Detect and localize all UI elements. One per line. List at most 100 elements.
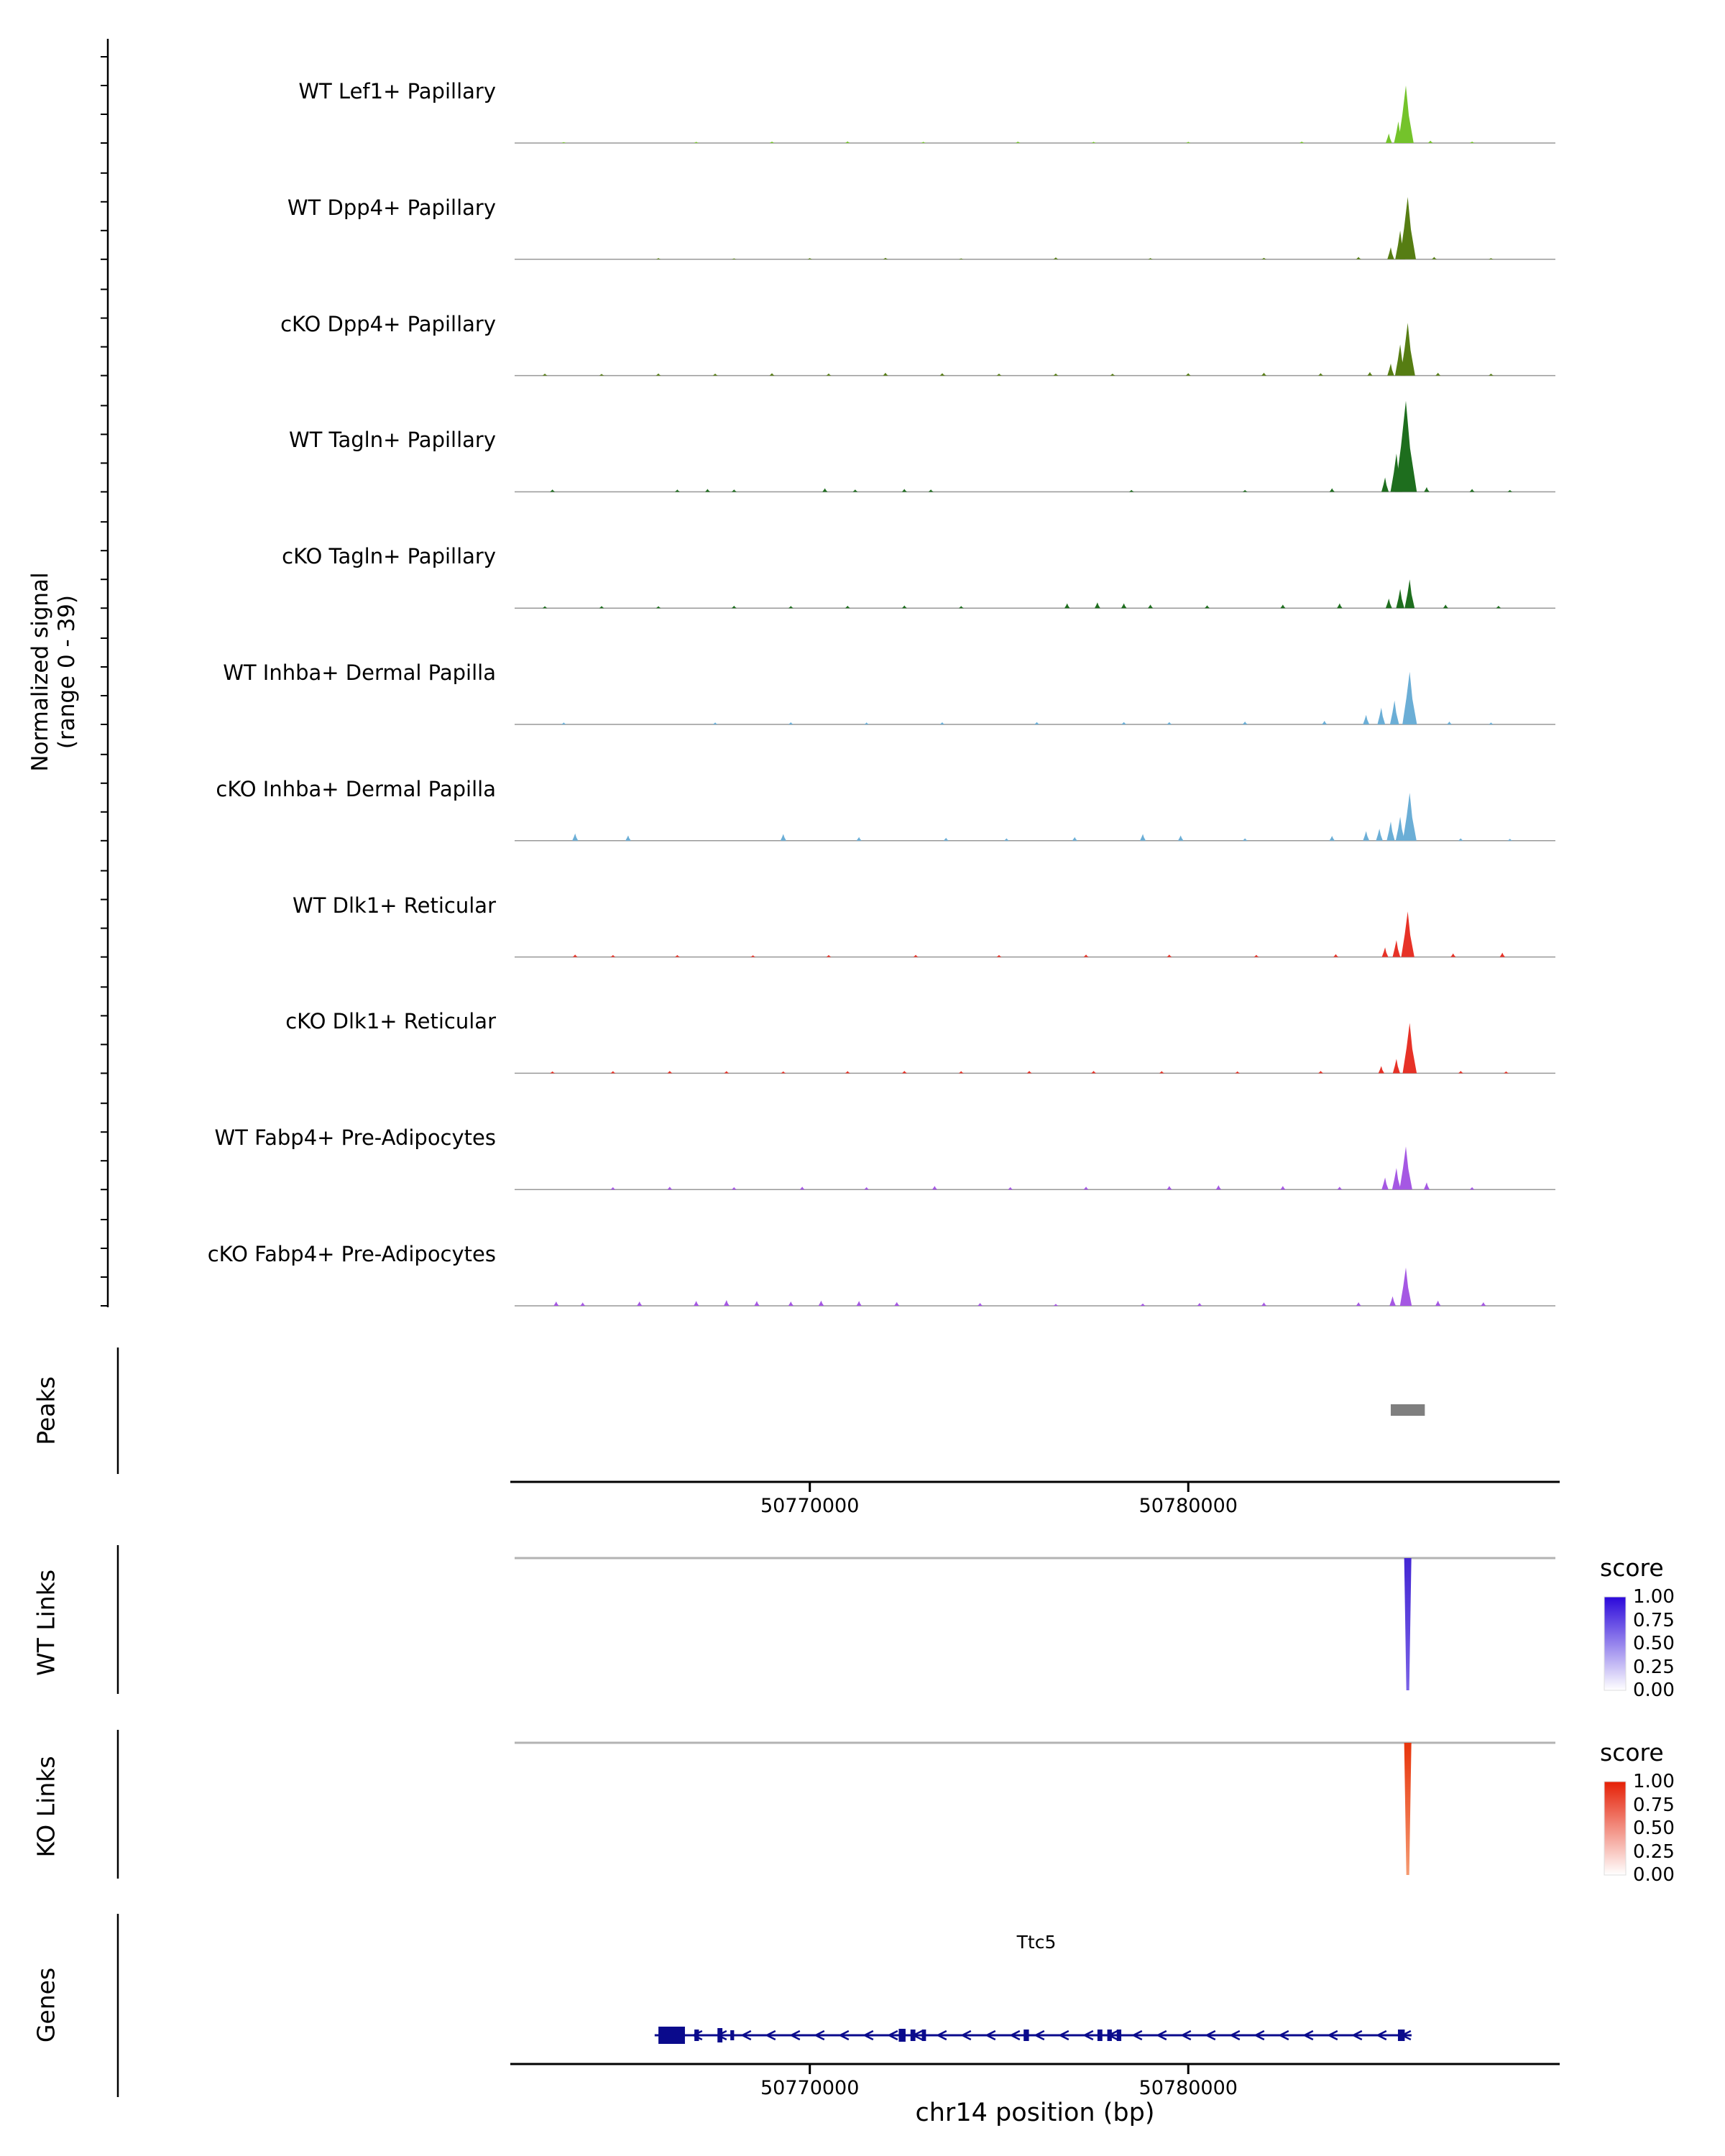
y-axis-label-line1: Normalized signal [27,572,53,772]
signal-peak [996,954,1002,957]
signal-peak [1399,1267,1412,1306]
gene-exon [921,2030,926,2041]
ko-score-legend-title: score [1600,1738,1664,1766]
gene-exon [717,2028,723,2042]
signal-peak [1197,1303,1202,1306]
signal-peak [599,606,604,609]
track-label: WT Tagln+ Papillary [288,428,496,453]
signal-peak [1261,372,1267,376]
gene-strand-arrow [789,2030,801,2041]
signal-peak [1389,1296,1396,1306]
signal-peak [1435,372,1441,376]
signal-peak [599,374,604,376]
track-label: cKO Inhba+ Dermal Papilla [216,776,496,801]
signal-peak [864,1187,870,1190]
signal-peak [822,488,828,492]
signal-peak [852,489,858,492]
signal-peak [1008,1187,1013,1190]
signal-peak [1507,489,1513,492]
signal-peak [1016,142,1021,143]
signal-peak [1489,373,1494,376]
gene-exon [1024,2030,1029,2041]
signal-peak [1329,488,1335,492]
signal-peak [1128,489,1134,492]
signal-peak [1254,954,1259,957]
signal-peak [1402,1023,1417,1074]
signal-peak [1177,835,1184,841]
gene-exon [694,2030,699,2041]
signal-peak [1395,816,1405,841]
signal-peak [1489,722,1494,724]
signal-peak [754,1301,760,1306]
signal-peak [723,1300,730,1306]
signal-peak [1385,133,1392,143]
gene-strand-arrow [1254,2030,1265,2041]
signal-peak [694,1301,699,1306]
signal-peak [1121,603,1127,609]
signal-peak [1423,1182,1430,1190]
signal-peak [1400,323,1415,376]
gene-strand-arrow [765,2030,776,2041]
signal-peak [1004,838,1009,841]
gene-strand-arrow [740,2030,752,2041]
gene-exon [658,2027,685,2044]
signal-peak [901,1071,907,1074]
signal-peak [1450,953,1456,957]
signal-peak [1424,487,1430,492]
signal-peak [1318,1071,1323,1074]
signal-peak [750,955,756,957]
signal-peak [1140,834,1146,841]
signal-peak [731,605,737,609]
gene-strand-arrow [1327,2030,1338,2041]
score-legend-tick-label: 0.25 [1633,1656,1675,1678]
signal-peak [913,954,919,957]
signal-peak [1496,605,1501,609]
signal-peak [1280,1186,1286,1190]
signal-peak [1399,197,1416,259]
gene-strand-arrow [1156,2030,1167,2041]
signal-peak [901,605,907,609]
signal-peak [1458,838,1463,841]
signal-peak [845,1071,850,1074]
signal-peak [561,722,566,724]
gene-strand-arrow [1082,2030,1094,2041]
signal-peak [939,722,945,724]
signal-peak [550,1071,556,1074]
gene-strand-arrow [887,2030,898,2041]
gene-strand-arrow [1180,2030,1192,2041]
gene-strand-arrow [936,2030,947,2041]
signal-peak [1386,821,1395,841]
signal-peak [1447,722,1453,724]
track-label: cKO Fabp4+ Pre-Adipocytes [207,1242,496,1266]
signal-peak [1367,372,1373,376]
x-tick-label: 50780000 [1138,2077,1238,2099]
signal-peak [1185,373,1191,376]
signal-peak [674,489,680,492]
signal-peak [1322,721,1328,724]
signal-peak [781,1071,786,1074]
gene-name-label: Ttc5 [1016,1932,1057,1953]
signal-peak [1026,1071,1032,1074]
gene-strand-arrow [1131,2030,1143,2041]
signal-peak [610,954,616,957]
signal-peak [1378,1066,1384,1074]
track-label: cKO Tagln+ Papillary [282,544,496,569]
signal-peak [667,1071,673,1074]
signal-peak [1396,589,1404,609]
gene-exon [1397,2030,1405,2041]
signal-peak [788,722,794,724]
score-legend-tick-label: 1.00 [1633,1586,1675,1608]
signal-peak [1489,258,1494,259]
signal-peak [553,1302,559,1306]
signal-peak [625,835,631,841]
signal-peak [978,1303,983,1306]
gene-exon [1107,2030,1112,2041]
signal-peak [1507,839,1513,841]
signal-peak [856,837,862,841]
signal-peak [818,1300,824,1306]
signal-peak [1469,1187,1475,1190]
signal-peak [1392,940,1401,957]
signal-peak [1242,722,1248,724]
signal-peak [1402,671,1417,724]
